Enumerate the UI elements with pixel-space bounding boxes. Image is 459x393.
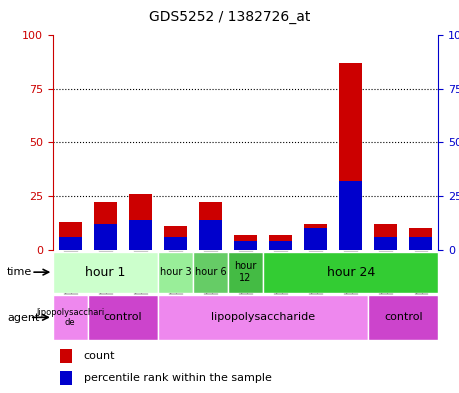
- Bar: [53, 295, 88, 340]
- Bar: [339, 63, 362, 250]
- Bar: [129, 220, 152, 250]
- Text: hour 3: hour 3: [160, 267, 191, 277]
- Text: hour 24: hour 24: [327, 266, 375, 279]
- Bar: [61, 371, 72, 385]
- Bar: [53, 252, 158, 293]
- Bar: [164, 237, 187, 250]
- Text: control: control: [104, 312, 142, 322]
- Bar: [129, 194, 152, 250]
- Text: lipopolysacchari
de: lipopolysacchari de: [36, 308, 105, 327]
- Bar: [269, 241, 292, 250]
- Text: agent: agent: [7, 312, 39, 323]
- Bar: [94, 224, 117, 250]
- Bar: [368, 295, 438, 340]
- Text: percentile rank within the sample: percentile rank within the sample: [84, 373, 272, 383]
- Bar: [59, 222, 82, 250]
- Bar: [59, 237, 82, 250]
- Text: control: control: [384, 312, 423, 322]
- Bar: [304, 228, 327, 250]
- Bar: [158, 295, 368, 340]
- Text: hour 1: hour 1: [85, 266, 126, 279]
- Bar: [304, 224, 327, 250]
- Bar: [263, 252, 438, 293]
- Bar: [234, 241, 257, 250]
- Bar: [375, 224, 397, 250]
- Bar: [164, 226, 187, 250]
- Bar: [94, 202, 117, 250]
- Bar: [375, 237, 397, 250]
- Bar: [61, 349, 72, 364]
- Bar: [199, 202, 222, 250]
- Bar: [158, 252, 193, 293]
- Bar: [409, 237, 432, 250]
- Bar: [269, 235, 292, 250]
- Text: time: time: [7, 267, 32, 277]
- Bar: [339, 181, 362, 250]
- Bar: [199, 220, 222, 250]
- Bar: [88, 295, 158, 340]
- Bar: [193, 252, 228, 293]
- Bar: [228, 252, 263, 293]
- Text: hour
12: hour 12: [235, 261, 257, 283]
- Text: hour 6: hour 6: [195, 267, 226, 277]
- Text: count: count: [84, 351, 115, 361]
- Bar: [409, 228, 432, 250]
- Bar: [234, 235, 257, 250]
- Text: GDS5252 / 1382726_at: GDS5252 / 1382726_at: [149, 10, 310, 24]
- Text: lipopolysaccharide: lipopolysaccharide: [211, 312, 315, 322]
